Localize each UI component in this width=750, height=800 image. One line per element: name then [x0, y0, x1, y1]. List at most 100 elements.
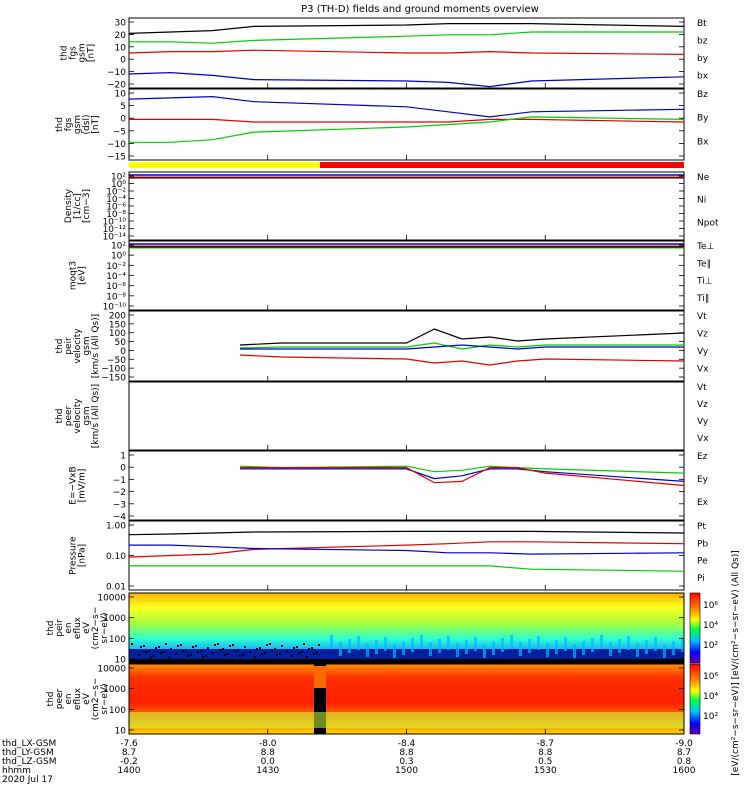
colorbars: 10⁶ 10⁴ 10² 10⁶ 10⁴ 10² [eV/(cm²−s−sr−eV)] [e… [689, 550, 741, 776]
spectrogram-speckle [293, 647, 295, 649]
legend-entry: Ex [697, 498, 709, 508]
spectrogram-streak [366, 643, 369, 657]
panel-2: 10 5 0 −5 −10 −15 thd fgs gsm (dsl) [nT] Bz By Bx [55, 88, 709, 163]
spectrogram-speckle [244, 646, 246, 648]
y-axis-label: thd [46, 621, 56, 636]
spectrogram-speckle [301, 651, 303, 653]
spectrogram-speckle [195, 645, 197, 647]
x-tick-label: 8.8 [261, 748, 276, 758]
spectrogram-streak [654, 637, 657, 651]
spectrogram-streak [384, 637, 387, 651]
spectrogram-speckle [313, 653, 315, 655]
spectrogram-speckle [222, 648, 224, 650]
spectrogram-streak [618, 639, 621, 653]
y-axis-label: peer [55, 688, 65, 709]
colorbar-ion [689, 592, 701, 664]
x-tick-label: -8.4 [398, 739, 416, 749]
x-tick-label: -8.0 [259, 739, 277, 749]
spectrogram-speckle [308, 648, 310, 650]
legend-entry: bx [697, 72, 709, 82]
panel-9: 10000 1000 100 10 thd peir en eflux eV (cm2−s− sr−… [46, 592, 685, 666]
y-tick-label: 50 [115, 338, 127, 348]
y-axis-label: velocity [73, 328, 83, 364]
y-tick-label: 10⁻¹² [103, 225, 127, 235]
x-row-label: thd_LY-GSM [2, 748, 54, 758]
spectrogram-streak [447, 636, 450, 650]
y-tick-label: 10 [115, 43, 127, 53]
legend-entry: Ti⊥ [696, 277, 713, 287]
spectrogram-streak [429, 642, 432, 656]
spectrogram-streak [636, 643, 639, 657]
spectrogram-speckle [279, 653, 281, 655]
x-tick-label: 8.7 [122, 748, 136, 758]
colorbar-tick-label: 10² [703, 712, 718, 722]
y-tick-label: −150 [101, 374, 126, 384]
spectrogram-speckle [148, 650, 150, 652]
x-tick-label: 0.8 [677, 757, 692, 767]
x-row-label: hhmm [2, 766, 31, 776]
x-tick-label: -7.6 [120, 739, 138, 749]
series-line-green [129, 116, 685, 143]
series-line-blue [129, 544, 685, 555]
spectrogram-speckle [180, 644, 182, 646]
spectrogram-streak [591, 638, 594, 652]
y-axis-label: en [64, 693, 74, 704]
y-tick-label: 10⁻⁴ [106, 195, 126, 205]
spectrogram-speckle [197, 651, 199, 653]
mode-bar [129, 162, 684, 168]
spectrogram-speckle [212, 652, 214, 654]
panel-frame [128, 171, 685, 241]
y-tick-label: 1 [120, 452, 126, 462]
spectrogram-speckle [296, 646, 298, 648]
spectrogram-speckle [237, 649, 239, 651]
y-tick-label: 10⁻² [106, 188, 126, 198]
x-tick-label: 8.8 [538, 748, 553, 758]
spectrogram-speckle [177, 645, 179, 647]
y-axis-label: thd [55, 339, 65, 354]
y-axis-label: [km/s (All Qs)] [91, 314, 101, 378]
y-tick-label: 10 [115, 656, 127, 666]
legend-entry: Ez [697, 452, 708, 462]
panel-frame [128, 450, 685, 521]
x-tick-label: -9.0 [675, 739, 693, 749]
y-axis-label: moqt3 [69, 261, 79, 290]
y-tick-label: 1.00 [106, 522, 126, 532]
spectrogram-streak [609, 642, 612, 656]
panel-7: 1 0 −1 −2 −3 −4 E=−VxB [mV/m] Ez Ey Ex [69, 450, 709, 523]
series-line-black [128, 23, 685, 34]
spectrogram-streak [528, 639, 531, 653]
x-tick-label: 8.7 [677, 748, 691, 758]
spectrogram-streak [420, 635, 423, 649]
y-tick-label: 10⁰ [111, 252, 126, 262]
y-tick-label: 150 [109, 320, 126, 330]
y-tick-label: 0.01 [106, 583, 126, 593]
y-axis-label: velocity [73, 398, 83, 434]
legend-entry: Vt [697, 312, 707, 322]
spectrogram-speckle [190, 654, 192, 656]
y-axis-label: thd [46, 692, 56, 707]
spectrogram-speckle [200, 650, 202, 652]
spectrogram-speckle [217, 643, 219, 645]
y-tick-label: 1000 [103, 685, 126, 695]
y-tick-label: 10 [115, 727, 127, 737]
series-line-red [128, 49, 685, 55]
y-axis-label: [1/cc] [73, 193, 83, 219]
y-axis-label: (cm2−s− [91, 678, 101, 721]
y-axis-label: Density [64, 188, 74, 223]
colorbar-tick-label: 10² [703, 641, 718, 651]
y-tick-label: 30 [115, 19, 127, 29]
spectrogram-speckle [276, 654, 278, 656]
x-tick-label: 0.3 [399, 757, 413, 767]
spectrogram-speckle [170, 648, 172, 650]
y-tick-label: 0 [120, 56, 126, 66]
x-row-label: 2020 Jul 17 [2, 775, 53, 785]
y-tick-label: 5 [120, 102, 126, 112]
y-axis-label: [nT] [87, 44, 97, 62]
y-tick-label: −100 [101, 365, 126, 375]
legend-entry: bz [697, 37, 708, 47]
y-tick-label: −20 [107, 81, 126, 91]
legend-entry: Bz [697, 90, 708, 100]
series-line-green [129, 31, 684, 44]
